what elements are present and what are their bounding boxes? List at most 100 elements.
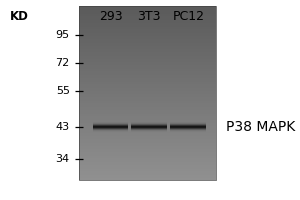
Bar	[79, 54, 216, 55]
Bar	[79, 71, 216, 72]
Bar	[79, 30, 216, 31]
Text: 55: 55	[56, 86, 70, 96]
Bar	[79, 28, 216, 29]
Bar	[79, 48, 216, 49]
Bar	[79, 136, 216, 137]
Bar	[79, 29, 216, 30]
Bar	[79, 69, 216, 70]
Bar	[79, 176, 216, 177]
Bar	[79, 85, 216, 86]
Bar	[79, 37, 216, 38]
Bar	[79, 156, 216, 157]
Bar	[79, 63, 216, 64]
Bar	[79, 108, 216, 109]
Bar	[79, 92, 216, 93]
Bar	[79, 110, 216, 111]
Bar	[79, 164, 216, 165]
Bar	[79, 103, 216, 104]
Bar	[93, 124, 128, 125]
Bar	[93, 122, 128, 123]
Bar	[79, 174, 216, 175]
Bar	[79, 14, 216, 15]
Bar	[79, 145, 216, 146]
Bar	[79, 22, 216, 23]
Bar	[79, 95, 216, 96]
Bar	[79, 139, 216, 140]
Bar	[79, 6, 216, 7]
Bar	[93, 127, 128, 128]
Bar	[170, 128, 206, 129]
Bar	[79, 133, 216, 134]
Bar	[79, 131, 216, 132]
Bar	[79, 158, 216, 159]
Bar	[79, 45, 216, 46]
Bar	[79, 142, 216, 143]
Bar	[79, 36, 216, 37]
Bar	[79, 109, 216, 110]
Bar	[79, 39, 216, 40]
Bar	[79, 84, 216, 85]
Bar	[79, 148, 216, 149]
Text: 95: 95	[56, 30, 70, 40]
Bar	[79, 55, 216, 56]
Bar	[79, 33, 216, 34]
Bar	[79, 74, 216, 75]
Bar	[79, 159, 216, 160]
Bar	[79, 53, 216, 54]
Bar	[79, 67, 216, 68]
Bar	[93, 131, 128, 132]
Bar	[79, 7, 216, 8]
Bar	[79, 161, 216, 162]
Bar	[79, 170, 216, 171]
Bar	[79, 125, 216, 126]
Bar	[79, 59, 216, 60]
Bar	[79, 118, 216, 119]
Bar	[79, 93, 216, 94]
Text: KD: KD	[10, 10, 29, 23]
Bar	[79, 111, 216, 112]
Text: 293: 293	[99, 10, 122, 23]
Bar	[170, 129, 206, 130]
Bar	[79, 101, 216, 102]
Bar	[79, 68, 216, 69]
Bar	[79, 13, 216, 14]
Bar	[79, 102, 216, 103]
Bar	[79, 130, 216, 131]
Bar	[79, 152, 216, 153]
Bar	[93, 128, 128, 129]
Bar	[79, 105, 216, 106]
Bar	[79, 66, 216, 67]
Bar	[79, 117, 216, 118]
Text: P38 MAPK: P38 MAPK	[226, 120, 296, 134]
Bar	[131, 122, 166, 123]
Bar	[79, 177, 216, 178]
Bar	[79, 168, 216, 169]
Bar	[79, 106, 216, 107]
Bar	[79, 86, 216, 87]
Bar	[79, 49, 216, 50]
Bar	[79, 129, 216, 130]
Bar	[79, 113, 216, 114]
Bar	[79, 12, 216, 13]
Bar	[79, 57, 216, 58]
Bar	[79, 112, 216, 113]
Bar	[131, 130, 166, 131]
Bar	[79, 94, 216, 95]
Bar	[79, 8, 216, 9]
Bar	[79, 77, 216, 78]
Bar	[131, 126, 166, 127]
Bar	[79, 114, 216, 115]
Bar	[79, 16, 216, 17]
Bar	[79, 20, 216, 21]
Bar	[79, 10, 216, 11]
Bar	[79, 160, 216, 161]
Bar	[79, 137, 216, 138]
Bar	[79, 73, 216, 74]
Bar	[79, 154, 216, 155]
Bar	[79, 83, 216, 84]
Bar	[79, 104, 216, 105]
Bar	[170, 126, 206, 127]
Bar	[79, 27, 216, 28]
Bar	[131, 129, 166, 130]
Bar	[79, 175, 216, 176]
